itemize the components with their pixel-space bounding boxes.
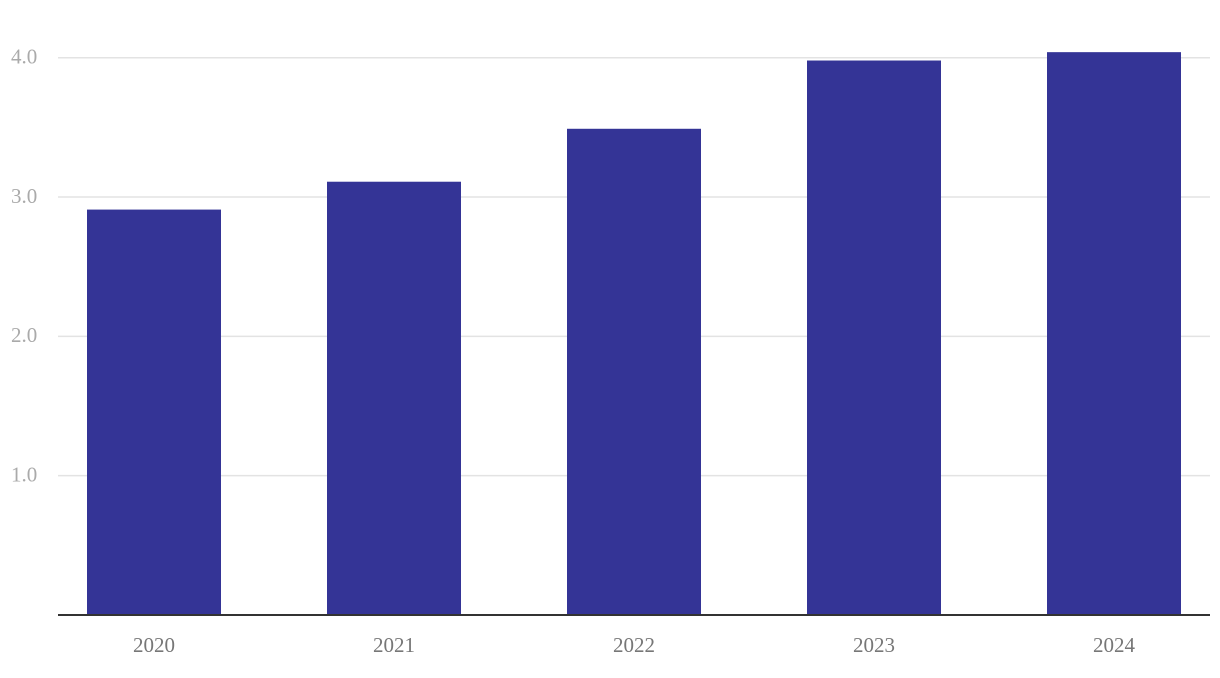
x-tick-label: 2022	[613, 633, 655, 657]
bar	[327, 181, 461, 615]
bar	[807, 60, 941, 616]
y-tick-label: 4.0	[11, 45, 37, 69]
x-tick-label: 2021	[373, 633, 415, 657]
y-tick-label: 2.0	[11, 323, 37, 347]
x-tick-label: 2020	[133, 633, 175, 657]
bar	[567, 128, 701, 615]
y-tick-label: 1.0	[11, 462, 37, 486]
bar	[87, 209, 221, 615]
x-tick-label: 2024	[1093, 633, 1136, 657]
x-tick-label: 2023	[853, 633, 895, 657]
bar	[1047, 52, 1181, 616]
y-tick-label: 3.0	[11, 184, 37, 208]
